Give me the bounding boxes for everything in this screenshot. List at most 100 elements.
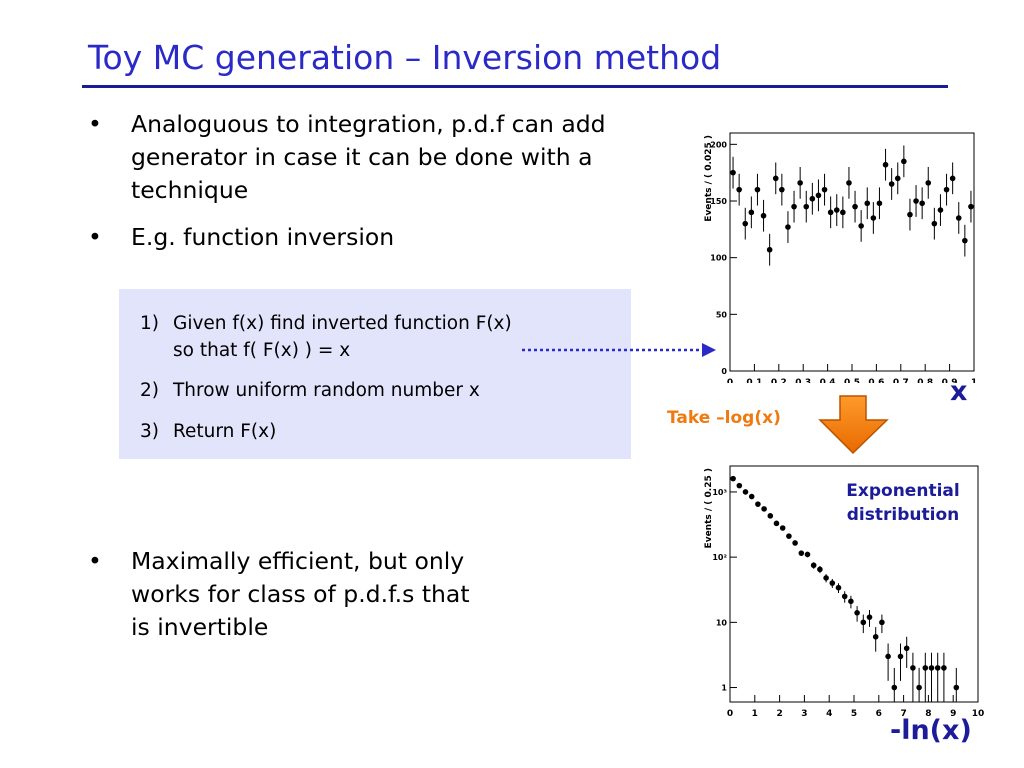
y-axis-label: Events / ( 0.025 ) bbox=[704, 135, 714, 222]
data-point bbox=[779, 525, 786, 531]
data-point bbox=[919, 200, 925, 207]
x-tick-label: 0 bbox=[727, 709, 733, 717]
data-point bbox=[891, 684, 898, 691]
bullet-item: • Analoguous to integration, p.d.f can a… bbox=[88, 108, 708, 207]
data-point bbox=[897, 653, 904, 660]
x-tick-label: 9 bbox=[950, 709, 956, 717]
data-point bbox=[931, 220, 938, 227]
step-2: 2) Throw uniform random number x bbox=[140, 377, 480, 404]
exponential-label: Exponential distribution bbox=[838, 479, 968, 527]
data-point bbox=[804, 551, 811, 558]
data-point bbox=[928, 665, 935, 671]
data-point bbox=[823, 575, 829, 581]
expo-line: Exponential bbox=[846, 481, 960, 501]
data-point bbox=[772, 175, 779, 182]
step-number: 2) bbox=[140, 380, 159, 401]
x-tick-label: 0.6 bbox=[868, 378, 884, 383]
data-point bbox=[870, 215, 877, 221]
data-point bbox=[829, 580, 836, 586]
data-point bbox=[852, 203, 858, 210]
data-point bbox=[761, 506, 767, 512]
bullet-item: • Maximally efficient, but only works fo… bbox=[88, 545, 611, 644]
data-point bbox=[760, 212, 767, 219]
data-point bbox=[925, 180, 932, 186]
data-point bbox=[803, 203, 810, 210]
y-tick-label: 10³ bbox=[712, 488, 727, 497]
step-text: Throw uniform random number x bbox=[173, 380, 480, 401]
data-point bbox=[798, 550, 805, 556]
data-point bbox=[730, 169, 736, 176]
x-tick-label: 0.8 bbox=[917, 378, 933, 383]
data-point bbox=[910, 665, 916, 671]
y-tick-label: 200 bbox=[710, 140, 727, 149]
x-tick-label: 1 bbox=[971, 378, 977, 383]
data-point bbox=[779, 186, 785, 193]
x-tick-label: 0.4 bbox=[820, 378, 836, 383]
data-point bbox=[817, 566, 823, 573]
bullet-item: • E.g. function inversion bbox=[88, 221, 708, 254]
data-point bbox=[894, 175, 901, 182]
take-log-label: Take –log(x) bbox=[667, 408, 781, 428]
y-tick-label: 0 bbox=[721, 367, 727, 376]
title-underline bbox=[82, 85, 948, 88]
y-tick-label: 1 bbox=[721, 684, 727, 693]
bullet-mark: • bbox=[88, 547, 102, 575]
x-tick-label: 6 bbox=[876, 709, 882, 717]
x-tick-label: 5 bbox=[851, 709, 857, 717]
data-point bbox=[773, 520, 780, 527]
bullet-list: • Analoguous to integration, p.d.f can a… bbox=[88, 108, 708, 298]
data-point bbox=[736, 482, 743, 489]
down-arrow-icon bbox=[818, 395, 889, 455]
data-point bbox=[809, 195, 816, 202]
x-tick-label: 4 bbox=[826, 709, 832, 717]
data-point bbox=[922, 665, 929, 671]
dotted-arrow bbox=[522, 343, 716, 357]
uniform-histogram: 0 0.1 0.2 0.3 0.4 0.5 0.6 0.7 0.8 0.9 1 0 50 100 150 20… bbox=[704, 132, 977, 383]
data-point bbox=[846, 180, 852, 186]
data-point bbox=[907, 211, 913, 218]
data-point bbox=[767, 513, 774, 519]
step-number: 3) bbox=[140, 421, 159, 442]
x-tick-label: 0.3 bbox=[795, 378, 811, 383]
data-point bbox=[885, 653, 891, 660]
x-axis-label-ln: -ln(x) bbox=[890, 715, 972, 746]
x-tick-label: 0.7 bbox=[893, 378, 909, 383]
step-text: Return F(x) bbox=[173, 421, 277, 442]
expo-line: distribution bbox=[846, 505, 960, 525]
x-tick-label: 8 bbox=[925, 709, 931, 717]
x-tick-label: 10 bbox=[972, 709, 985, 717]
data-point bbox=[748, 209, 755, 216]
bullet-text: Maximally efficient, but only bbox=[131, 547, 465, 575]
data-point bbox=[797, 180, 803, 186]
data-point bbox=[736, 186, 742, 193]
x-tick-label: 7 bbox=[900, 709, 906, 717]
x-tick-label: 0.2 bbox=[771, 378, 787, 383]
x-tick-label: 0.5 bbox=[844, 378, 860, 383]
data-point bbox=[742, 489, 749, 495]
data-point bbox=[901, 158, 907, 165]
step-text: Given f(x) find inverted function F(x) bbox=[173, 313, 512, 334]
step-text-continued: so that f( F(x) ) = x bbox=[173, 340, 351, 361]
bullet-text: Analoguous to integration, p.d.f can add… bbox=[131, 110, 606, 204]
data-point bbox=[810, 562, 817, 569]
y-tick-label: 10 bbox=[716, 618, 728, 627]
data-point bbox=[755, 501, 761, 507]
data-point bbox=[934, 665, 941, 671]
data-point bbox=[748, 493, 755, 500]
data-point bbox=[792, 540, 798, 546]
step-1: 1) Given f(x) find inverted function F(x)… bbox=[140, 310, 512, 364]
x-tick-label: 0.1 bbox=[746, 378, 762, 383]
data-point bbox=[913, 198, 919, 204]
y-tick-label: 50 bbox=[716, 310, 728, 319]
data-point bbox=[866, 614, 873, 620]
y-tick-label: 100 bbox=[710, 254, 727, 263]
data-point bbox=[848, 598, 854, 605]
data-point bbox=[882, 161, 889, 168]
y-axis-label: Events / ( 0.25 ) bbox=[704, 468, 714, 548]
data-point bbox=[876, 200, 883, 207]
plot-frame bbox=[729, 132, 975, 372]
x-tick-label: 2 bbox=[776, 709, 782, 717]
data-point bbox=[858, 223, 864, 229]
data-point bbox=[879, 619, 885, 626]
data-point bbox=[742, 220, 749, 227]
